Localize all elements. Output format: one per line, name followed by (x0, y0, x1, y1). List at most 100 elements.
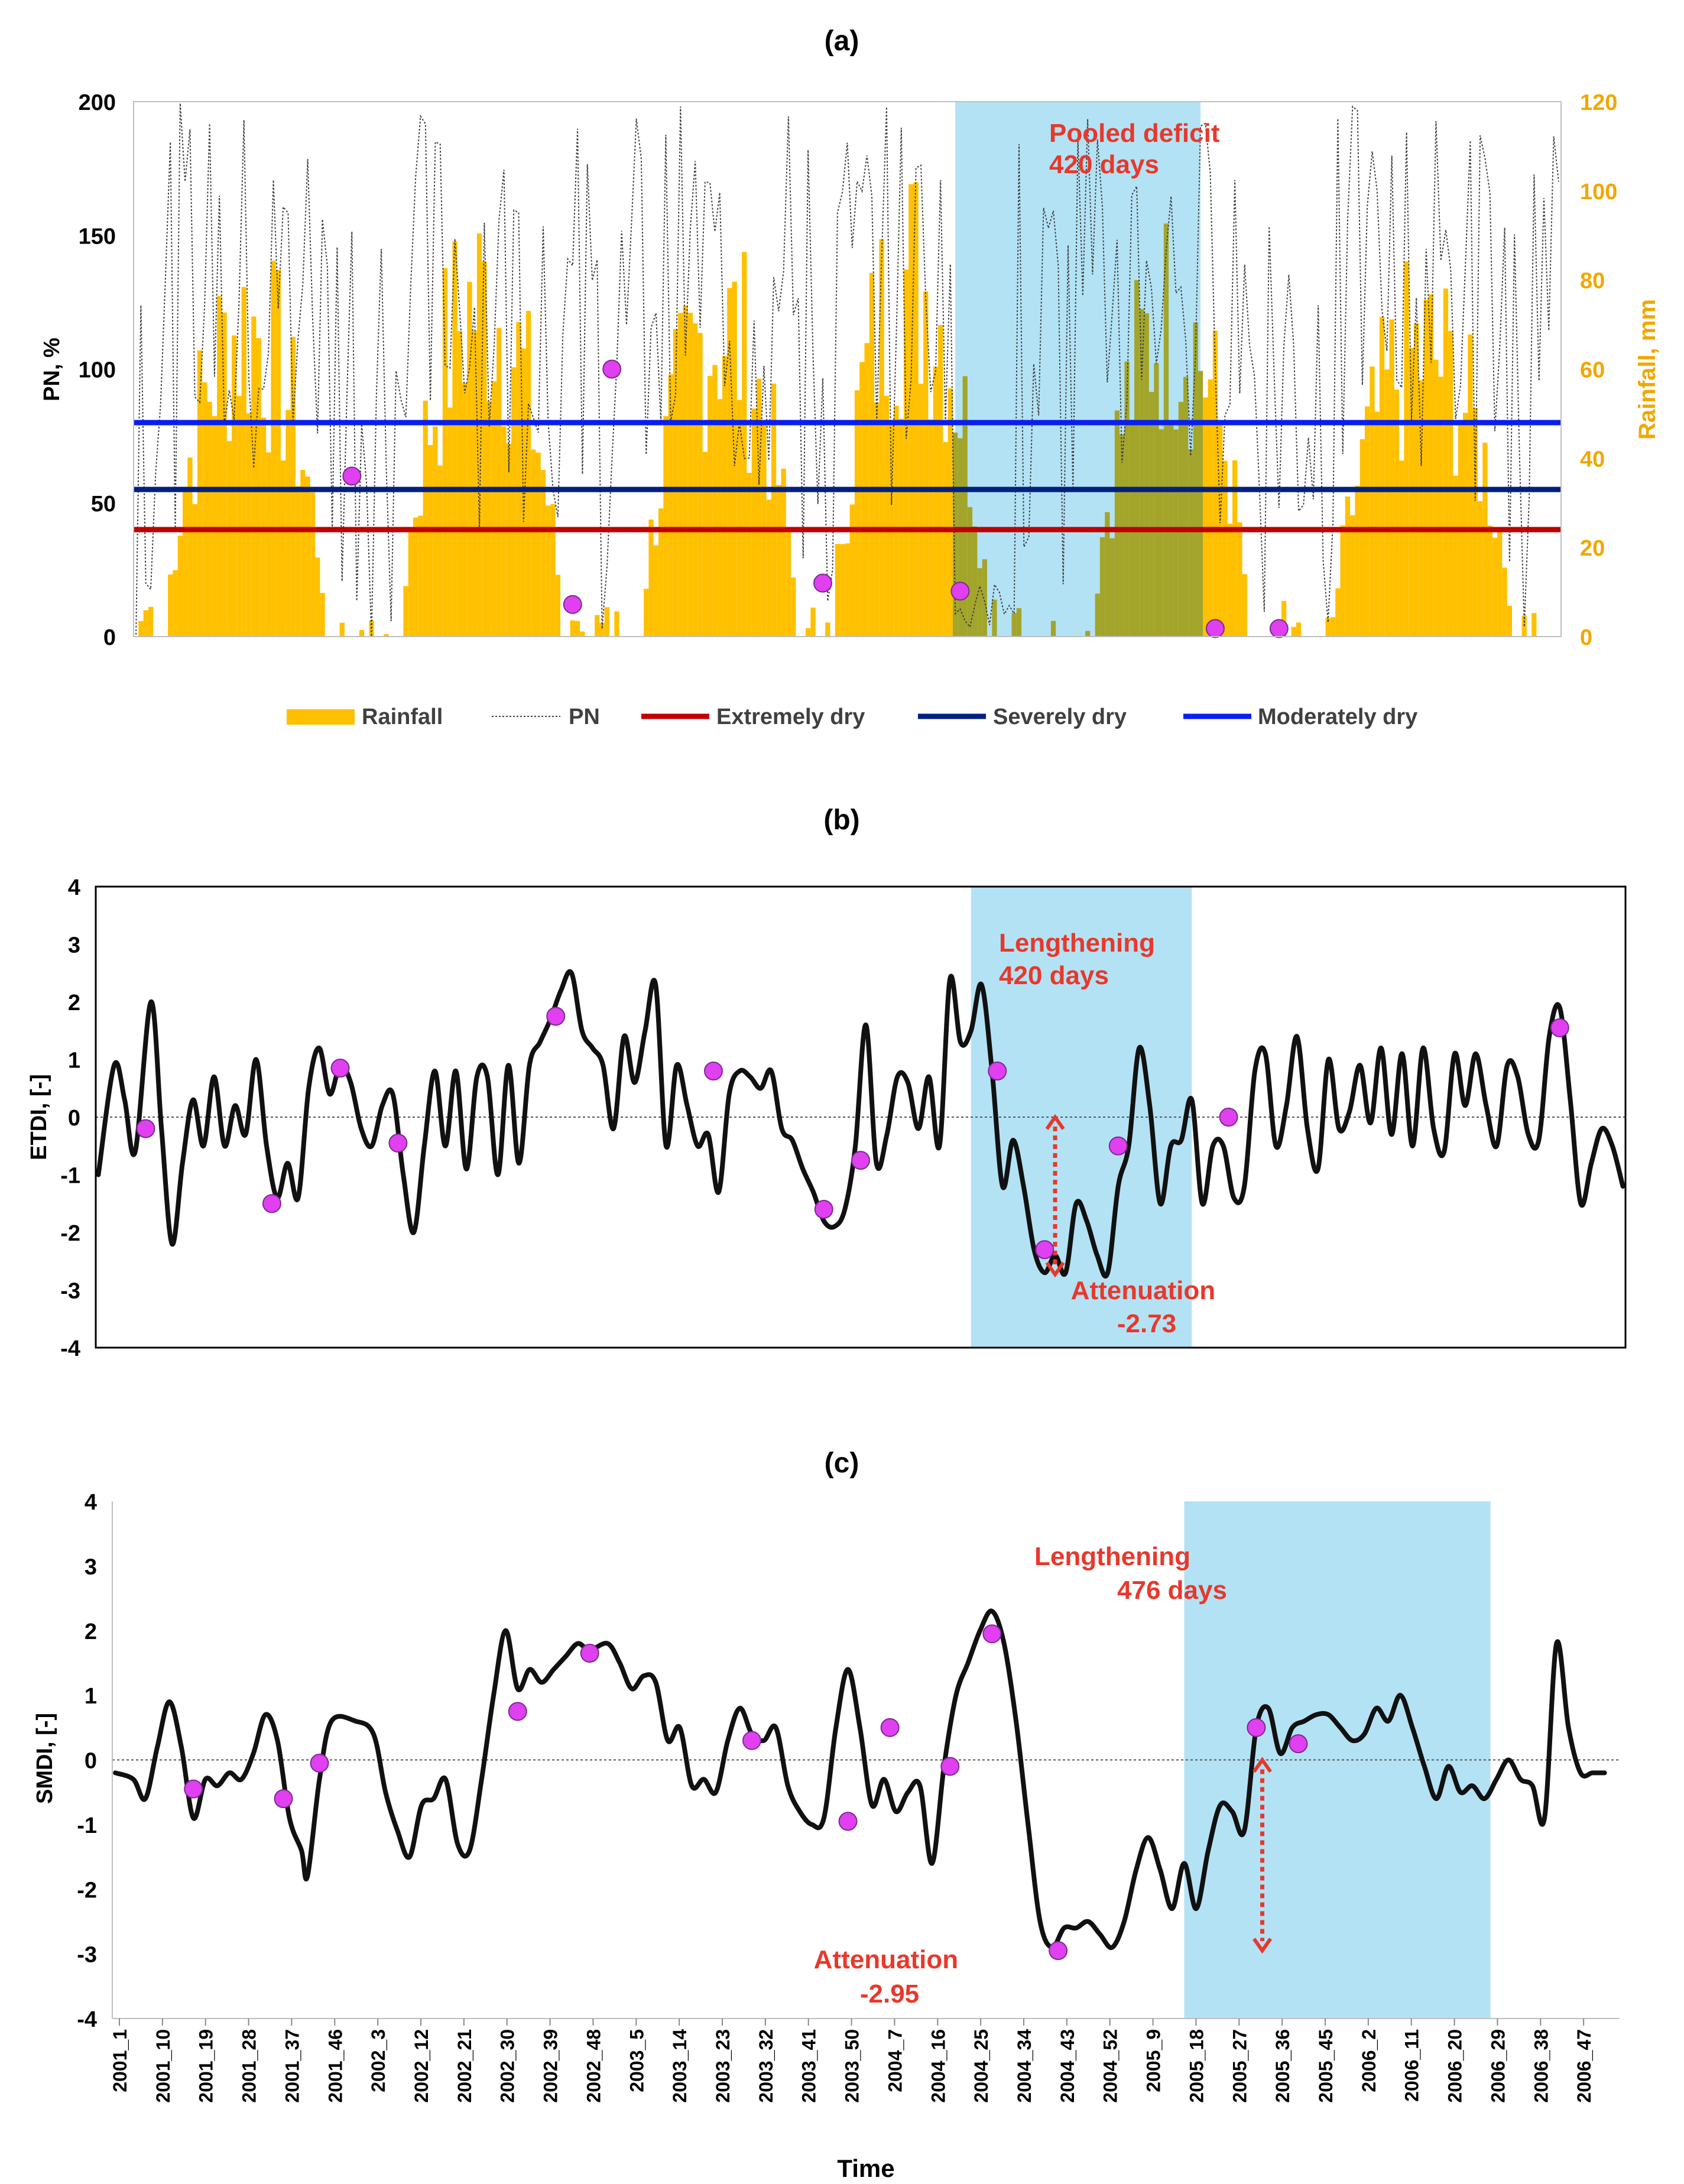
ytick-label: 3 (68, 933, 80, 958)
rainfall-bar (810, 607, 816, 637)
rainfall-bar (1325, 618, 1331, 637)
rainfall-bar (246, 413, 252, 637)
rainfall-bar (550, 504, 556, 637)
rainfall-bar (1237, 522, 1242, 637)
panel-a-y2tick: 80 (1580, 269, 1605, 294)
ytick-label: -3 (60, 1279, 80, 1304)
rainfall-bar (1281, 601, 1287, 637)
onset-marker (184, 1779, 203, 1799)
rainfall-bar (1212, 330, 1218, 637)
rainfall-bar (938, 325, 943, 637)
xtick-label: 2002_12 (411, 2029, 432, 2103)
rainfall-bar (972, 526, 978, 637)
rainfall-bar (207, 401, 212, 637)
panel-a-ytick: 0 (103, 625, 116, 650)
panel-a-ylabel: PN, % (40, 338, 64, 401)
rainfall-bar (1085, 631, 1091, 637)
onset-marker (950, 582, 970, 601)
rainfall-bar (1016, 608, 1022, 637)
onset-marker (330, 1059, 350, 1078)
rainfall-bar (1291, 627, 1296, 637)
onset-marker (940, 1757, 960, 1776)
onset-marker (1108, 1136, 1128, 1156)
rainfall-bar (232, 335, 237, 637)
xtick-label: 2006_47 (1573, 2029, 1595, 2103)
rainfall-bar (1389, 319, 1394, 637)
panel-a-y2tick: 60 (1580, 358, 1605, 383)
onset-marker (851, 1151, 870, 1170)
index-series (96, 969, 1625, 1279)
xtick-label: 2005_36 (1272, 2029, 1293, 2103)
xtick-label: 2002_48 (583, 2029, 604, 2103)
rainfall-bar (521, 348, 526, 637)
onset-marker (274, 1789, 293, 1809)
rainfall-bar (1414, 323, 1419, 637)
panel-b-title: (b) (823, 804, 859, 836)
rainfall-bar (673, 329, 679, 637)
xtick-label: 2003_50 (842, 2029, 863, 2103)
onset-marker (1205, 619, 1225, 638)
rainfall-bars (138, 182, 1537, 637)
rainfall-bar (712, 365, 718, 637)
rainfall-bar (241, 287, 246, 637)
onset-marker (703, 1062, 723, 1080)
rainfall-bar (1394, 390, 1400, 637)
lengthening-annotation-c: Lengthening 476 days (1034, 1542, 1227, 1605)
attenuation-annotation-b: Attenuation -2.73 (1071, 1276, 1223, 1338)
legend-severely-dry-label: Severely dry (993, 705, 1127, 729)
rainfall-bar (717, 399, 722, 637)
rainfall-bar (874, 402, 880, 637)
rainfall-bar (903, 269, 909, 637)
rainfall-bar (1178, 401, 1183, 637)
panel-a-ytick: 50 (91, 492, 116, 517)
rainfall-bar (467, 281, 472, 637)
rainfall-bar (879, 239, 884, 637)
rainfall-bar (1443, 288, 1449, 637)
xtick-label: 2004_34 (1014, 2029, 1035, 2103)
rainfall-bar (708, 376, 713, 637)
rainfall-bar (604, 607, 609, 637)
rainfall-bar (1242, 574, 1247, 637)
rainfall-bar (437, 465, 443, 637)
xtick-label: 2005_27 (1229, 2029, 1250, 2103)
xtick-label: 2003_14 (669, 2029, 690, 2103)
xtick-label: 2001_1 (109, 2029, 131, 2092)
rainfall-bar (462, 383, 468, 637)
xtick-label: 2004_7 (884, 2029, 906, 2092)
rainfall-bar (177, 536, 183, 637)
ytick-label: -1 (77, 1813, 97, 1838)
xtick-label: 2003_32 (755, 2029, 777, 2103)
rainfall-bar (614, 611, 619, 637)
arrow-head-up (1253, 1757, 1272, 1773)
arrow-head-up (1045, 1114, 1065, 1130)
xtick-label: 2003_5 (626, 2029, 647, 2092)
rainfall-bar (457, 331, 462, 637)
rainfall-bar (869, 272, 875, 637)
rainfall-bar (1359, 439, 1365, 637)
rainfall-bar (771, 384, 777, 637)
onset-marker (988, 1062, 1007, 1080)
rainfall-bar (693, 323, 698, 637)
legend-rainfall-swatch (287, 709, 355, 725)
xtick-label: 2006_11 (1401, 2029, 1423, 2102)
onset-marker (508, 1702, 527, 1721)
ytick-label: 0 (85, 1749, 97, 1774)
rainfall-bar (1355, 486, 1360, 637)
x-axis-title: Time (837, 2154, 894, 2182)
rainfall-bar (506, 443, 511, 637)
rainfall-bar (359, 629, 365, 637)
index-series (113, 1608, 1607, 1951)
rainfall-bar (486, 401, 492, 637)
rainfall-bar (599, 622, 605, 637)
xtick-label: 2005_45 (1315, 2029, 1336, 2103)
rainfall-bar (183, 489, 188, 637)
rainfall-bar (413, 517, 418, 637)
panel-c-ylabel: SMDI, [-] (33, 1713, 57, 1804)
legend-pn-label: PN (569, 705, 600, 729)
rainfall-bar (786, 531, 791, 637)
xtick-label: 2006_29 (1487, 2029, 1508, 2103)
rainfall-bar (290, 336, 296, 637)
rainfall-bar (310, 492, 316, 637)
rainfall-bar (1472, 408, 1478, 637)
rainfall-bar (1468, 334, 1473, 637)
